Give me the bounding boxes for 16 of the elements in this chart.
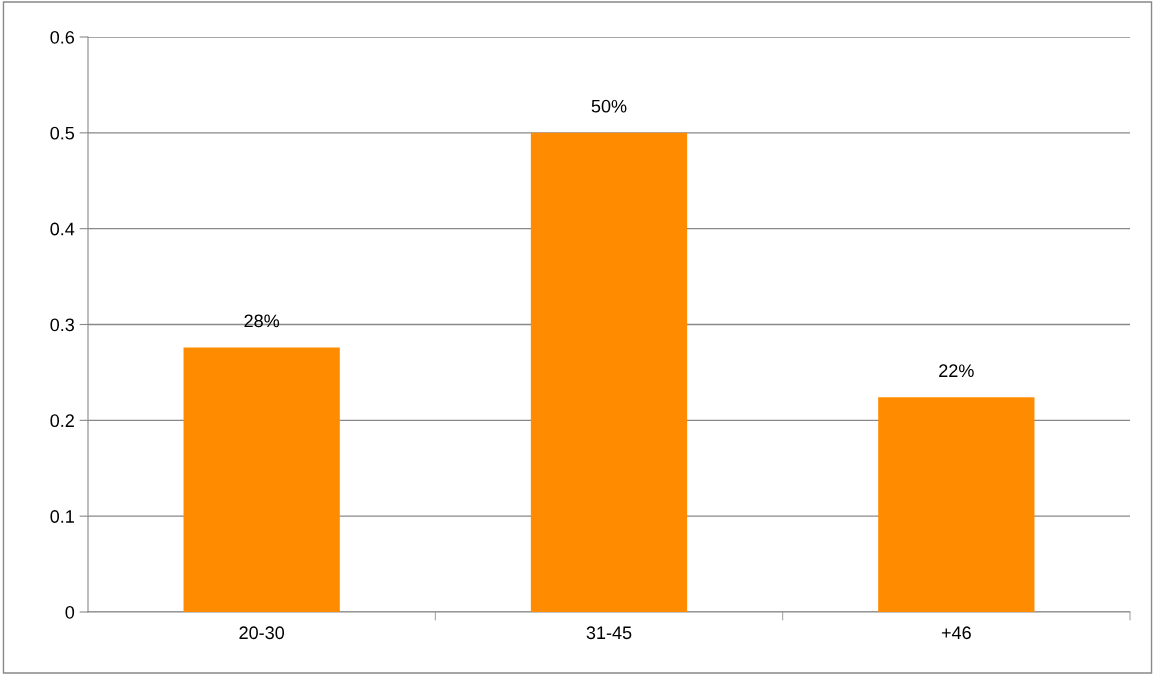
y-tick-label: 0.6: [50, 30, 75, 44]
data-label: 50%: [591, 99, 627, 113]
y-tick-label: 0.2: [50, 414, 74, 428]
x-tick-label: 31-45: [586, 626, 632, 640]
x-tick-label: 20-30: [239, 626, 285, 640]
y-tick-label: 0.3: [50, 318, 75, 332]
y-tick-label: 0: [65, 605, 75, 619]
data-label: 28%: [244, 314, 280, 328]
data-label: 22%: [939, 364, 974, 378]
bar: [530, 132, 688, 612]
bar: [878, 397, 1035, 612]
x-tick-label: +46: [941, 626, 971, 640]
y-tick-label: 0.4: [50, 222, 75, 236]
y-tick-label: 0.5: [50, 126, 75, 140]
y-tick-label: 0.1: [50, 510, 74, 523]
bar: [183, 347, 340, 612]
